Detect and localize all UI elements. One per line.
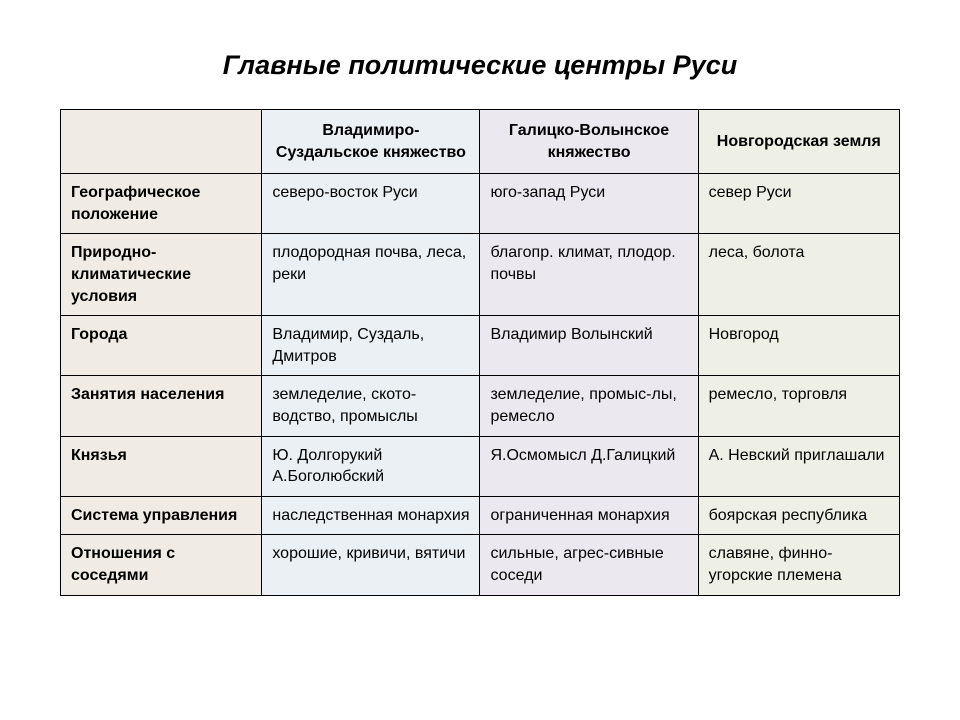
row-label-cities: Города — [61, 316, 262, 376]
cell: наследственная монархия — [262, 496, 480, 535]
cell: боярская республика — [698, 496, 899, 535]
cell: Новгород — [698, 316, 899, 376]
table-corner — [61, 110, 262, 174]
table-row: Занятия населения земледелие, ското-водс… — [61, 376, 900, 436]
table-row: Отношения с соседями хорошие, кривичи, в… — [61, 535, 900, 595]
cell: славяне, финно-угорские племена — [698, 535, 899, 595]
row-label-geography: Географическое положение — [61, 174, 262, 234]
table-row: Князья Ю. Долгорукий А.Боголюбский Я.Осм… — [61, 436, 900, 496]
table-row: Города Владимир, Суздаль, Дмитров Владим… — [61, 316, 900, 376]
row-label-neighbors: Отношения с соседями — [61, 535, 262, 595]
cell: север Руси — [698, 174, 899, 234]
cell: северо-восток Руси — [262, 174, 480, 234]
slide: Главные политические центры Руси Владими… — [0, 0, 960, 720]
cell: ремесло, торговля — [698, 376, 899, 436]
col-header-galicia-volyn: Галицко-Волынское княжество — [480, 110, 698, 174]
table-header-row: Владимиро-Суздальское княжество Галицко-… — [61, 110, 900, 174]
comparison-table: Владимиро-Суздальское княжество Галицко-… — [60, 109, 900, 596]
cell: Владимир Волынский — [480, 316, 698, 376]
row-label-climate: Природно-климатические условия — [61, 234, 262, 316]
cell: благопр. климат, плодор. почвы — [480, 234, 698, 316]
cell: Я.Осмомысл Д.Галицкий — [480, 436, 698, 496]
cell: А. Невский приглашали — [698, 436, 899, 496]
cell: ограниченная монархия — [480, 496, 698, 535]
col-header-novgorod: Новгородская земля — [698, 110, 899, 174]
cell: юго-запад Руси — [480, 174, 698, 234]
cell: хорошие, кривичи, вятичи — [262, 535, 480, 595]
row-label-occupations: Занятия населения — [61, 376, 262, 436]
row-label-governance: Система управления — [61, 496, 262, 535]
table-row: Географическое положение северо-восток Р… — [61, 174, 900, 234]
cell: сильные, агрес-сивные соседи — [480, 535, 698, 595]
page-title: Главные политические центры Руси — [60, 50, 900, 81]
cell: Ю. Долгорукий А.Боголюбский — [262, 436, 480, 496]
cell: земледелие, промыс-лы, ремесло — [480, 376, 698, 436]
table-row: Природно-климатические условия плодородн… — [61, 234, 900, 316]
cell: земледелие, ското-водство, промыслы — [262, 376, 480, 436]
cell: леса, болота — [698, 234, 899, 316]
cell: плодородная почва, леса, реки — [262, 234, 480, 316]
col-header-vladimir-suzdal: Владимиро-Суздальское княжество — [262, 110, 480, 174]
row-label-princes: Князья — [61, 436, 262, 496]
cell: Владимир, Суздаль, Дмитров — [262, 316, 480, 376]
table-row: Система управления наследственная монарх… — [61, 496, 900, 535]
